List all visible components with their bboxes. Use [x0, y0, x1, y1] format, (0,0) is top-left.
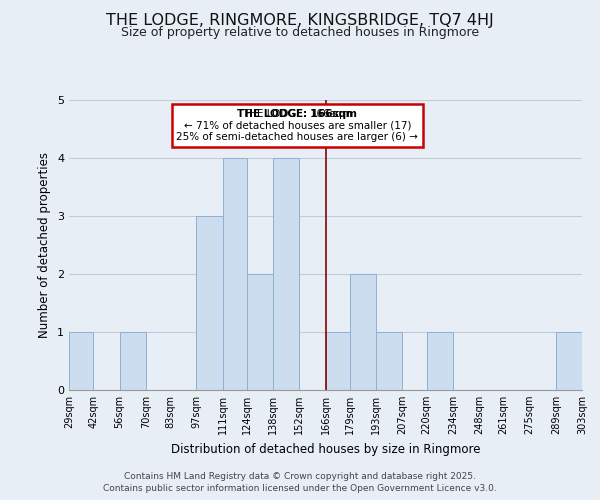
- Bar: [427, 332, 453, 390]
- Bar: [556, 332, 582, 390]
- Text: Contains public sector information licensed under the Open Government Licence v3: Contains public sector information licen…: [103, 484, 497, 493]
- Bar: [69, 332, 94, 390]
- Bar: [325, 332, 350, 390]
- Bar: [196, 216, 223, 390]
- Text: THE LODGE: 166sqm
← 71% of detached houses are smaller (17)
25% of semi-detached: THE LODGE: 166sqm ← 71% of detached hous…: [176, 108, 418, 142]
- Bar: [119, 332, 146, 390]
- Bar: [223, 158, 247, 390]
- Bar: [247, 274, 273, 390]
- Text: THE LODGE, RINGMORE, KINGSBRIDGE, TQ7 4HJ: THE LODGE, RINGMORE, KINGSBRIDGE, TQ7 4H…: [106, 12, 494, 28]
- Bar: [376, 332, 402, 390]
- Text: Size of property relative to detached houses in Ringmore: Size of property relative to detached ho…: [121, 26, 479, 39]
- Bar: [273, 158, 299, 390]
- Text: Contains HM Land Registry data © Crown copyright and database right 2025.: Contains HM Land Registry data © Crown c…: [124, 472, 476, 481]
- Text: THE LODGE: 166sqm: THE LODGE: 166sqm: [237, 108, 357, 118]
- Bar: [350, 274, 376, 390]
- X-axis label: Distribution of detached houses by size in Ringmore: Distribution of detached houses by size …: [171, 442, 480, 456]
- Y-axis label: Number of detached properties: Number of detached properties: [38, 152, 52, 338]
